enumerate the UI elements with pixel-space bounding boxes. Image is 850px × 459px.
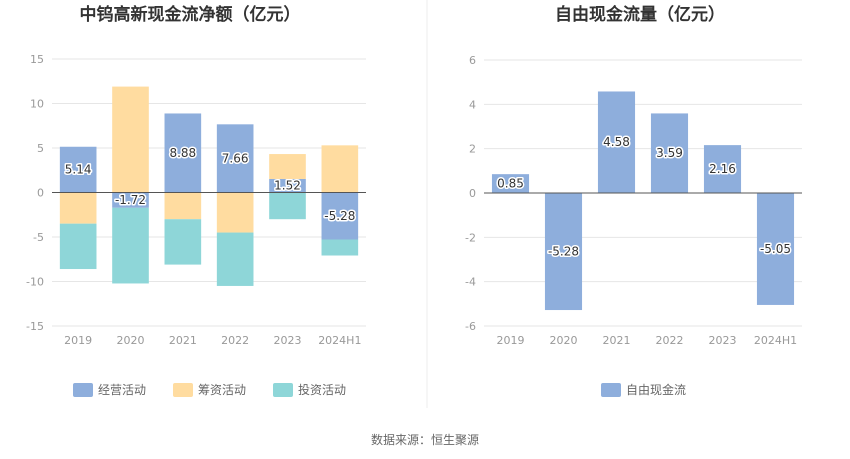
y-tick-label: -6 xyxy=(465,320,476,333)
data-label: 8.88 xyxy=(169,146,196,160)
bar-经营活动-2020[interactable] xyxy=(112,192,149,208)
data-label: 5.14 xyxy=(65,163,92,177)
legend-swatch[interactable] xyxy=(73,383,93,397)
left-chart-title: 中钨高新现金流净额（亿元） xyxy=(80,4,301,25)
x-tick-label: 2020 xyxy=(117,334,145,347)
y-tick-label: 15 xyxy=(30,53,44,66)
y-tick-label: 0 xyxy=(37,187,44,200)
bar-自由现金流-2021[interactable] xyxy=(597,91,636,193)
data-label: -5.05 xyxy=(760,242,791,256)
x-tick-label: 2020 xyxy=(550,334,578,347)
bar-筹资活动-2021[interactable] xyxy=(164,192,202,220)
y-tick-label: -10 xyxy=(26,276,44,289)
bar-投资活动-2021[interactable] xyxy=(164,219,202,265)
data-label: 1.52 xyxy=(274,179,301,193)
free-cashflow-chart: 自由现金流量（亿元） 6 4 2 0 -2 -4 -6 2019 2020 2021 2022 202… xyxy=(465,4,802,397)
legend-label[interactable]: 经营活动 xyxy=(98,383,146,397)
y-tick-label: 6 xyxy=(469,54,476,67)
bar-投资活动-2024H1[interactable] xyxy=(321,239,359,256)
legend-label[interactable]: 自由现金流 xyxy=(626,382,686,397)
data-label: 4.58 xyxy=(603,135,630,149)
x-tick-label: 2019 xyxy=(497,334,525,347)
data-label: -1.72 xyxy=(115,193,146,207)
x-tick-label: 2023 xyxy=(274,334,302,347)
bar-自由现金流-2022[interactable] xyxy=(650,113,689,193)
x-tick-label: 2024H1 xyxy=(754,334,797,347)
bar-经营活动-2022[interactable] xyxy=(216,124,254,193)
data-label: 3.59 xyxy=(656,146,683,160)
y-tick-label: 0 xyxy=(469,187,476,200)
legend-label[interactable]: 投资活动 xyxy=(298,382,346,397)
x-tick-label: 2022 xyxy=(221,334,249,347)
bar-筹资活动-2024H1[interactable] xyxy=(321,145,359,193)
legend-swatch[interactable] xyxy=(173,383,193,397)
bar-经营活动-2024H1[interactable] xyxy=(321,192,359,240)
bar-自由现金流-2024H1[interactable] xyxy=(756,193,795,305)
bar-投资活动-2023[interactable] xyxy=(269,192,306,220)
data-label: 2.16 xyxy=(709,162,736,176)
data-label: -5.28 xyxy=(548,245,579,259)
right-chart-title: 自由现金流量（亿元） xyxy=(555,4,725,25)
x-tick-label: 2021 xyxy=(169,334,197,347)
bar-自由现金流-2023[interactable] xyxy=(703,145,742,193)
bar-自由现金流-2020[interactable] xyxy=(544,193,583,311)
x-tick-label: 2023 xyxy=(709,334,737,347)
x-tick-label: 2019 xyxy=(64,334,92,347)
y-tick-label: -2 xyxy=(465,231,476,244)
x-tick-label: 2022 xyxy=(656,334,684,347)
bar-经营活动-2019[interactable] xyxy=(59,146,97,193)
bar-投资活动-2022[interactable] xyxy=(216,232,254,286)
data-label: 7.66 xyxy=(222,151,249,165)
legend-label[interactable]: 筹资活动 xyxy=(198,383,246,397)
bar-筹资活动-2019[interactable] xyxy=(59,192,97,224)
bar-经营活动-2023[interactable] xyxy=(269,178,306,193)
y-tick-label: -15 xyxy=(26,320,44,333)
cashflow-net-chart: 中钨高新现金流净额（亿元） 15 10 5 0 -5 -10 -15 2019 2020 2021… xyxy=(26,4,366,397)
y-tick-label: -5 xyxy=(33,231,44,244)
y-tick-label: 4 xyxy=(469,98,476,111)
x-tick-label: 2021 xyxy=(603,334,631,347)
bar-投资活动-2019[interactable] xyxy=(59,223,97,270)
bar-筹资活动-2020[interactable] xyxy=(112,86,149,193)
y-tick-label: 10 xyxy=(30,98,44,111)
bar-筹资活动-2023[interactable] xyxy=(269,154,306,179)
bar-经营活动-2021[interactable] xyxy=(164,113,202,193)
data-label: -5.28 xyxy=(324,209,355,223)
bar-筹资活动-2022[interactable] xyxy=(216,192,254,233)
y-tick-label: 5 xyxy=(37,142,44,155)
bar-投资活动-2020[interactable] xyxy=(112,207,149,284)
y-tick-label: 2 xyxy=(469,143,476,156)
legend-swatch[interactable] xyxy=(601,383,621,397)
y-tick-label: -4 xyxy=(465,276,476,289)
legend-swatch[interactable] xyxy=(273,383,293,397)
data-source: 数据来源：恒生聚源 xyxy=(371,432,479,447)
x-tick-label: 2024H1 xyxy=(318,334,361,347)
bar-自由现金流-2019[interactable] xyxy=(491,174,530,193)
data-label: 0.85 xyxy=(497,177,524,191)
